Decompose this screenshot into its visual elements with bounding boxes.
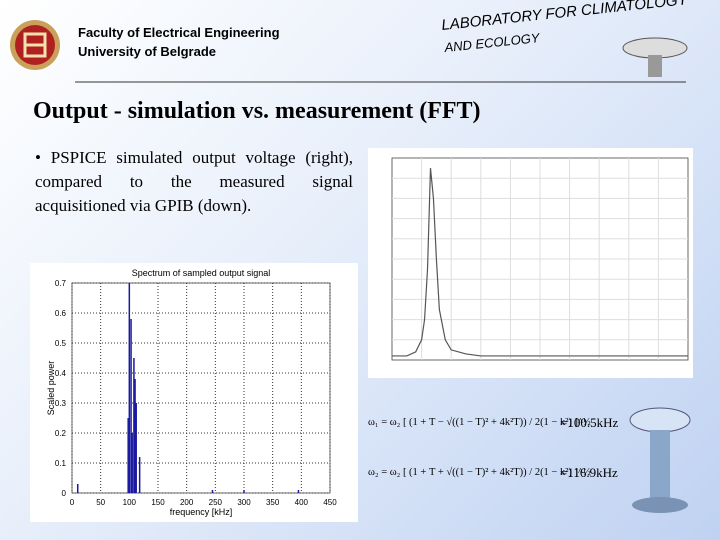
slide-title: Output - simulation vs. measurement (FFT… (33, 98, 481, 124)
x-tick-label: 300 (237, 498, 251, 507)
lab-name: LABORATORY FOR CLIMATOLOGY (441, 0, 690, 34)
equation: ω₂ = ω₂ [ (1 + T + √((1 − T)² + 4k²T)) /… (368, 466, 591, 478)
y-tick-label: 0.3 (55, 399, 67, 408)
meas-chart: 0 0.1 0.2 0.3 0.4 0.5 0.6 0.7 0 50 100 150 200 250 300… (46, 268, 337, 517)
meas-chart-bg (30, 263, 358, 522)
sim-chart (391, 157, 689, 361)
lab-name: AND ECOLOGY (443, 30, 542, 55)
tower (629, 407, 691, 513)
x-tick-label: 450 (323, 498, 337, 507)
x-tick-label: 400 (295, 498, 309, 507)
lab-logo (622, 37, 688, 77)
equation: ω₁ = ω₂ [ (1 + T − √((1 − T)² + 4k²T)) /… (368, 416, 591, 428)
x-tick-label: 350 (266, 498, 280, 507)
y-tick-label: 0.2 (55, 429, 67, 438)
y-tick-label: 0.4 (55, 369, 67, 378)
faculty: Faculty of Electrical Engineering (78, 25, 280, 40)
x-tick-label: 200 (180, 498, 194, 507)
bullet: • PSPICE simulated output voltage (right… (35, 148, 353, 215)
y-tick-label: 0.1 (55, 459, 67, 468)
equation-result: =100.5kHz (560, 415, 618, 430)
y-axis-label: Scaled power (46, 361, 56, 416)
y-tick-label: 0.6 (55, 309, 67, 318)
x-tick-label: 50 (96, 498, 105, 507)
x-tick-label: 250 (209, 498, 223, 507)
spectrum-line (392, 168, 688, 357)
chart-title: Spectrum of sampled output signal (132, 268, 271, 278)
university: University of Belgrade (78, 44, 216, 59)
x-axis-label: frequency [kHz] (170, 507, 233, 517)
x-tick-label: 100 (123, 498, 137, 507)
y-tick-label: 0.5 (55, 339, 67, 348)
x-tick-label: 0 (70, 498, 75, 507)
equations: ω₁ = ω₂ [ (1 + T − √((1 − T)² + 4k²T)) /… (368, 415, 618, 480)
sim-chart-bg (368, 148, 693, 378)
y-tick-label: 0 (62, 489, 67, 498)
equation-result: =116.9kHz (560, 465, 618, 480)
faculty-logo (10, 20, 60, 70)
x-tick-label: 150 (151, 498, 165, 507)
y-tick-label: 0.7 (55, 279, 67, 288)
